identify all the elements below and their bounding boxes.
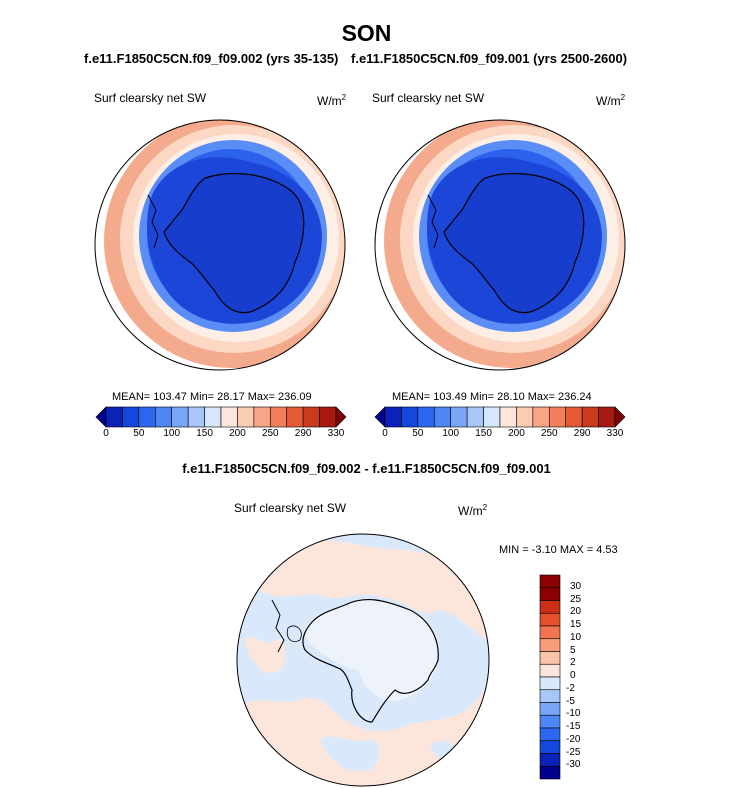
colorbar-tick-label: -10 <box>566 708 581 720</box>
right-units: W/m2 <box>596 93 626 108</box>
colorbar-tick-label: 100 <box>163 428 181 439</box>
colorbar-swatch <box>539 625 561 640</box>
left-units: W/m2 <box>317 93 347 108</box>
colorbar-tick-label: -15 <box>566 721 581 732</box>
colorbar-swatch <box>539 600 561 614</box>
left-subtitle: f.e11.F1850C5CN.f09_f09.002 (yrs 35-135) <box>84 51 339 66</box>
left-stats: MEAN= 103.47 Min= 28.17 Max= 236.09 <box>112 391 312 403</box>
colorbar-end-high <box>614 406 626 428</box>
right-variable-label: Surf clearsky net SW <box>372 91 485 105</box>
colorbar-tick-label: 290 <box>294 428 312 439</box>
colorbar-tick-label: 330 <box>606 428 624 439</box>
colorbar-tick-label: -5 <box>566 695 575 707</box>
difference-colorbar-ticks: 30 25 20 15 10 5 2 0 -2 -5 -10 -15 -20 -25 -30 <box>566 575 606 779</box>
colorbar-tick-label: 0 <box>103 428 109 439</box>
colorbar-tick-label: 290 <box>573 428 591 439</box>
diff-units: W/m2 <box>458 503 488 518</box>
colorbar-tick-label: 0 <box>382 428 388 439</box>
colorbar-swatch <box>539 702 561 716</box>
colorbar-tick-label: 150 <box>196 428 213 439</box>
right-subtitle: f.e11.F1850C5CN.f09_f09.001 (yrs 2500-26… <box>351 51 628 66</box>
difference-title: f.e11.F1850C5CN.f09_f09.002 - f.e11.F185… <box>182 461 551 476</box>
colorbar-swatch <box>539 587 561 601</box>
right-colorbar-ticks: 0 50 100 150 200 250 290 330 <box>375 428 625 442</box>
colorbar-tick-label: -2 <box>566 682 575 694</box>
colorbar-tick-label: 20 <box>570 606 582 618</box>
colorbar-tick-label: 200 <box>508 428 525 439</box>
colorbar-tick-label: -25 <box>566 746 581 758</box>
colorbar-tick-label: 150 <box>475 428 492 439</box>
colorbar-tick-label: 30 <box>570 580 582 592</box>
colorbar-tick-label: 50 <box>133 428 145 439</box>
colorbar-tick-label: -20 <box>566 733 581 745</box>
colorbar-swatch <box>539 714 561 729</box>
colorbar-swatch <box>539 765 561 780</box>
plot-title: SON <box>341 20 392 46</box>
colorbar-swatch <box>539 612 561 627</box>
colorbar-tick-label: 100 <box>442 428 460 439</box>
left-colorbar <box>95 406 347 428</box>
left-colorbar-ticks: 0 50 100 150 200 250 290 330 <box>96 428 346 442</box>
colorbar-swatch <box>539 638 561 652</box>
colorbar-tick-label: 2 <box>570 657 576 669</box>
diff-stats: MIN = -3.10 MAX = 4.53 <box>499 544 618 556</box>
colorbar-swatch <box>539 753 561 767</box>
colorbar-swatch <box>539 689 561 703</box>
left-variable-label: Surf clearsky net SW <box>94 91 207 105</box>
colorbar-end-high <box>335 406 347 428</box>
colorbar-swatch <box>539 727 561 742</box>
colorbar-tick-label: 5 <box>570 644 576 656</box>
colorbar-tick-label: 10 <box>570 631 582 643</box>
right-stats: MEAN= 103.49 Min= 28.10 Max= 236.24 <box>392 391 592 403</box>
colorbar-tick-label: 250 <box>261 428 279 439</box>
colorbar-tick-label: 50 <box>412 428 424 439</box>
diff-variable-label: Surf clearsky net SW <box>234 501 347 515</box>
colorbar-swatch <box>539 651 561 665</box>
colorbar-tick-label: -30 <box>566 759 581 771</box>
colorbar-tick-label: 0 <box>570 670 576 681</box>
colorbar-swatch <box>539 574 561 589</box>
colorbar-swatch <box>539 740 561 754</box>
colorbar-swatch <box>539 663 561 678</box>
colorbar-tick-label: 250 <box>540 428 558 439</box>
right-colorbar <box>374 406 626 428</box>
colorbar-tick-label: 15 <box>570 619 582 630</box>
colorbar-swatch <box>539 676 561 691</box>
colorbar-tick-label: 200 <box>229 428 246 439</box>
colorbar-tick-label: 330 <box>327 428 345 439</box>
difference-colorbar <box>539 574 561 780</box>
colorbar-tick-label: 25 <box>570 593 582 605</box>
